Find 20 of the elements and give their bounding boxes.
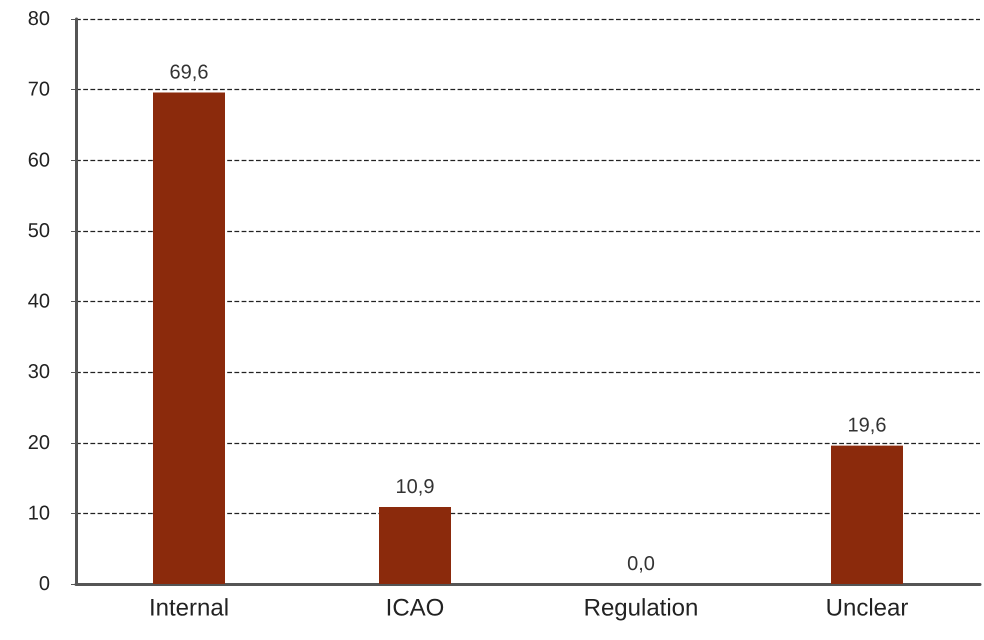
bar	[379, 507, 451, 584]
y-tick-label: 20	[28, 432, 50, 454]
y-tick-label: 80	[28, 8, 50, 30]
x-tick-label: Regulation	[584, 594, 698, 622]
x-tick-label: Unclear	[826, 594, 908, 622]
y-tick-label: 10	[28, 502, 50, 524]
y-tick-label: 30	[28, 361, 50, 384]
y-tick-label: 70	[28, 78, 50, 101]
data-label: 19,6	[848, 414, 886, 437]
data-label: 69,6	[170, 61, 208, 84]
y-tick-label: 50	[28, 220, 50, 242]
data-label: 10,9	[396, 476, 434, 498]
x-tick-label: ICAO	[386, 594, 444, 622]
y-tick-label: 60	[28, 149, 50, 172]
data-label: 0,0	[627, 553, 655, 575]
x-tick-label: Internal	[148, 594, 230, 622]
bar	[153, 92, 225, 584]
y-tick-label: 40	[28, 290, 50, 312]
bar	[831, 446, 903, 584]
y-tick-label: 0	[38, 573, 50, 595]
